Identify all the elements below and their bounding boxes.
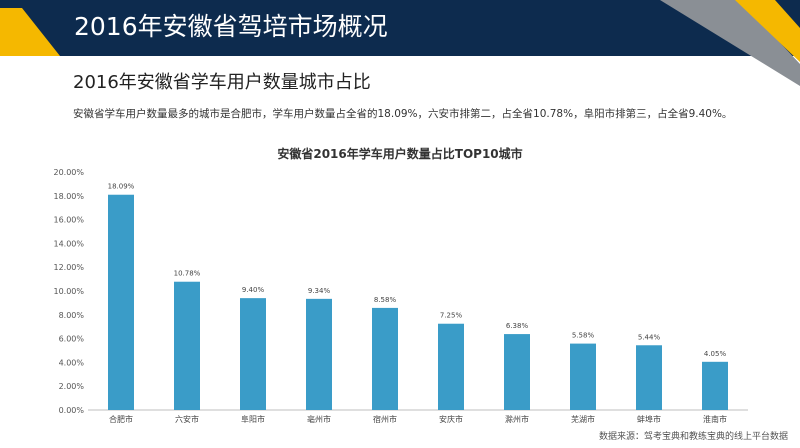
x-tick-label: 安庆市 <box>439 414 463 424</box>
y-tick-label: 0.00% <box>59 406 85 415</box>
x-tick-label: 芜湖市 <box>571 414 595 424</box>
x-tick-label: 滁州市 <box>505 414 529 424</box>
chart-title: 安徽省2016年学车用户数量占比TOP10城市 <box>277 146 522 161</box>
bar <box>702 361 728 410</box>
y-tick-label: 18.00% <box>53 192 84 201</box>
axis-layer: 0.00% 2.00% 4.00% 6.00% 8.00% 10.00% 12.00% 14.… <box>53 168 748 415</box>
y-tick-label: 6.00% <box>59 335 85 344</box>
page-title: 2016年安徽省驾培市场概况 <box>74 12 388 41</box>
bar <box>438 323 464 410</box>
bar-layer: 18.09% 合肥市 10.78% 六安市 9.40% 阜阳市 9.34% 亳州市 8.58% 宿… <box>108 183 728 424</box>
data-source-note: 数据来源：驾考宝典和教练宝典的线上平台数据 <box>598 432 788 442</box>
x-tick-label: 六安市 <box>175 414 199 424</box>
y-tick-label: 12.00% <box>53 263 84 272</box>
x-tick-label: 蚌埠市 <box>637 414 661 424</box>
bar-value-label: 18.09% <box>108 183 135 191</box>
bar <box>174 281 200 410</box>
x-tick-label: 合肥市 <box>109 414 133 424</box>
y-tick-label: 4.00% <box>59 358 85 367</box>
right-yellow-stripe <box>735 0 800 62</box>
bar-chart: 安徽省2016年学车用户数量占比TOP10城市 0.00% 2.00% 4.00% 6… <box>53 146 748 424</box>
x-tick-label: 阜阳市 <box>241 414 265 424</box>
x-tick-label: 宿州市 <box>373 414 397 424</box>
y-tick-label: 14.00% <box>53 239 84 248</box>
bar <box>504 334 530 410</box>
bar-value-label: 10.78% <box>174 270 201 278</box>
y-tick-label: 16.00% <box>53 216 84 225</box>
bar <box>306 298 332 410</box>
bar-value-label: 9.40% <box>242 286 265 294</box>
bar <box>240 298 266 410</box>
bar-value-label: 9.34% <box>308 287 331 295</box>
bar <box>108 194 134 410</box>
corner-decoration <box>0 0 800 86</box>
bar-value-label: 5.58% <box>572 332 595 340</box>
bar-value-label: 6.38% <box>506 322 529 330</box>
bar-value-label: 8.58% <box>374 296 397 304</box>
bar-value-label: 4.05% <box>704 350 727 358</box>
bar <box>570 343 596 410</box>
bar-value-label: 7.25% <box>440 312 463 320</box>
section-subtitle: 2016年安徽省学车用户数量城市占比 <box>73 72 371 93</box>
y-tick-label: 8.00% <box>59 311 85 320</box>
x-tick-label: 亳州市 <box>307 414 331 424</box>
bar <box>372 307 398 410</box>
bar-value-label: 5.44% <box>638 333 661 341</box>
y-tick-label: 20.00% <box>53 168 84 177</box>
header-banner <box>0 0 800 56</box>
bar <box>636 345 662 410</box>
x-tick-label: 淮南市 <box>703 414 727 424</box>
y-tick-label: 2.00% <box>59 382 85 391</box>
left-yellow-stripe <box>0 8 60 56</box>
y-tick-label: 10.00% <box>53 287 84 296</box>
gray-stripe <box>660 0 800 86</box>
summary-text: 安徽省学车用户数量最多的城市是合肥市，学车用户数量占全省的18.09%，六安市排… <box>73 108 733 120</box>
